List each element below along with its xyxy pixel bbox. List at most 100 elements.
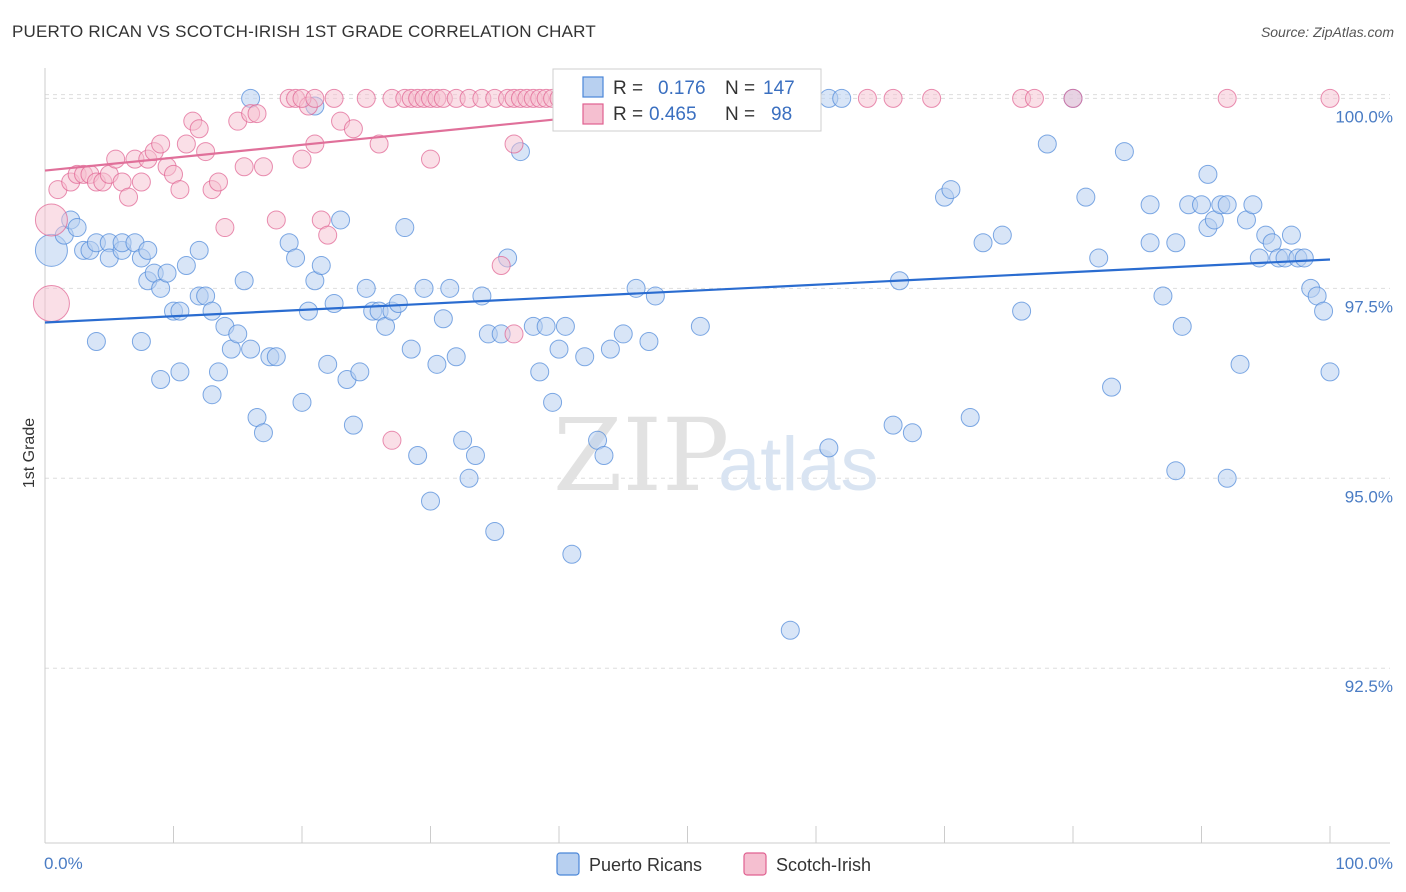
point-scotch-irish [356,88,376,108]
point-scotch-irish [176,134,196,154]
point-puerto-ricans [433,309,453,329]
point-scotch-irish [305,88,325,108]
point-puerto-ricans [356,278,376,298]
legend-r-value-pink: 0.465 [649,104,697,125]
point-scotch-irish [343,119,363,139]
point-scotch-irish [106,149,126,169]
point-puerto-ricans [395,218,415,238]
point-puerto-ricans [1114,142,1134,162]
bottom-legend-swatch-pink [743,852,767,876]
point-puerto-ricans [536,316,556,336]
point-puerto-ricans [1198,164,1218,184]
point-puerto-ricans [1076,187,1096,207]
point-puerto-ricans [485,521,505,541]
point-scotch-irish [1320,88,1340,108]
point-puerto-ricans [1012,301,1032,321]
point-puerto-ricans [555,316,575,336]
point-puerto-ricans [562,544,582,564]
point-puerto-ricans [530,362,550,382]
point-puerto-ricans [594,446,614,465]
point-puerto-ricans [1192,195,1211,215]
point-puerto-ricans [343,415,363,435]
point-puerto-ricans [298,301,318,321]
legend-n-value-pink: 98 [771,104,792,125]
stats-legend: R = 0.176 N = 147 R = 0.465 N = 98 [552,68,822,132]
y-tick-label: 100.0% [1335,107,1393,126]
point-scotch-irish [504,134,524,154]
point-scotch-irish [857,88,877,108]
point-puerto-ricans [543,392,563,412]
gridlines [45,94,1390,669]
point-puerto-ricans [575,347,595,367]
point-puerto-ricans [311,256,331,276]
chart-title: PUERTO RICAN VS SCOTCH-IRISH 1ST GRADE C… [12,22,596,41]
point-puerto-ricans [1217,468,1237,488]
point-scotch-irish [369,134,389,154]
x-tick-label-max: 100.0% [1335,854,1393,873]
point-puerto-ricans [1166,461,1186,481]
series-legend: Puerto Ricans Scotch-Irish [556,852,871,876]
y-tick-label: 97.5% [1345,297,1393,316]
legend-n-label-blue: N = [725,78,755,99]
point-puerto-ricans [902,423,922,443]
legend-r-label-pink: R = [613,104,643,125]
point-puerto-ricans [318,354,338,374]
point-puerto-ricans [1089,248,1109,268]
point-scotch-irish [32,285,70,323]
legend-swatch-blue [582,76,604,98]
point-puerto-ricans [266,347,286,367]
point-puerto-ricans [401,339,421,359]
point-puerto-ricans [408,446,428,465]
point-scotch-irish [215,218,235,238]
point-puerto-ricans [1281,225,1301,245]
series-puerto-ricans [34,88,1340,640]
point-scotch-irish [318,225,338,245]
point-puerto-ricans [324,294,344,314]
point-scotch-irish [382,430,402,450]
point-scotch-irish [151,134,171,154]
point-puerto-ricans [208,362,228,382]
point-scotch-irish [247,104,267,124]
point-puerto-ricans [1140,195,1160,215]
point-puerto-ricans [241,339,261,359]
point-puerto-ricans [780,620,800,640]
point-puerto-ricans [388,294,408,314]
point-puerto-ricans [86,332,106,352]
point-scotch-irish [324,88,344,108]
point-puerto-ricans [176,256,196,276]
point-puerto-ricans [1172,316,1192,336]
point-puerto-ricans [170,362,190,382]
point-puerto-ricans [819,438,839,458]
point-scotch-irish [491,256,511,276]
point-puerto-ricans [960,408,980,428]
point-scotch-irish [131,172,151,192]
point-scotch-irish [1063,88,1083,108]
point-puerto-ricans [234,271,254,291]
trend-line-puerto-ricans [44,258,1331,324]
point-puerto-ricans [1243,195,1263,215]
point-puerto-ricans [1153,286,1173,306]
point-scotch-irish [421,149,440,169]
point-puerto-ricans [1314,301,1334,321]
point-puerto-ricans [992,225,1012,245]
point-puerto-ricans [446,347,466,367]
point-puerto-ricans [253,423,273,443]
legend-r-label-blue: R = [613,78,643,99]
legend-n-label-pink: N = [725,104,755,125]
point-scotch-irish [208,172,228,192]
point-scotch-irish [189,119,209,139]
point-puerto-ricans [350,362,370,382]
point-puerto-ricans [600,339,620,359]
point-scotch-irish [253,157,273,177]
point-puerto-ricans [453,430,473,450]
x-tick-label-min: 0.0% [44,854,83,873]
source-label: Source: ZipAtlas.com [1260,24,1394,40]
point-puerto-ricans [1102,377,1122,397]
point-scotch-irish [292,149,312,169]
point-scotch-irish [234,157,254,177]
point-puerto-ricans [189,240,209,260]
bottom-legend-puerto-ricans: Puerto Ricans [589,855,702,875]
legend-n-value-blue: 147 [763,78,795,99]
point-puerto-ricans [645,286,665,306]
